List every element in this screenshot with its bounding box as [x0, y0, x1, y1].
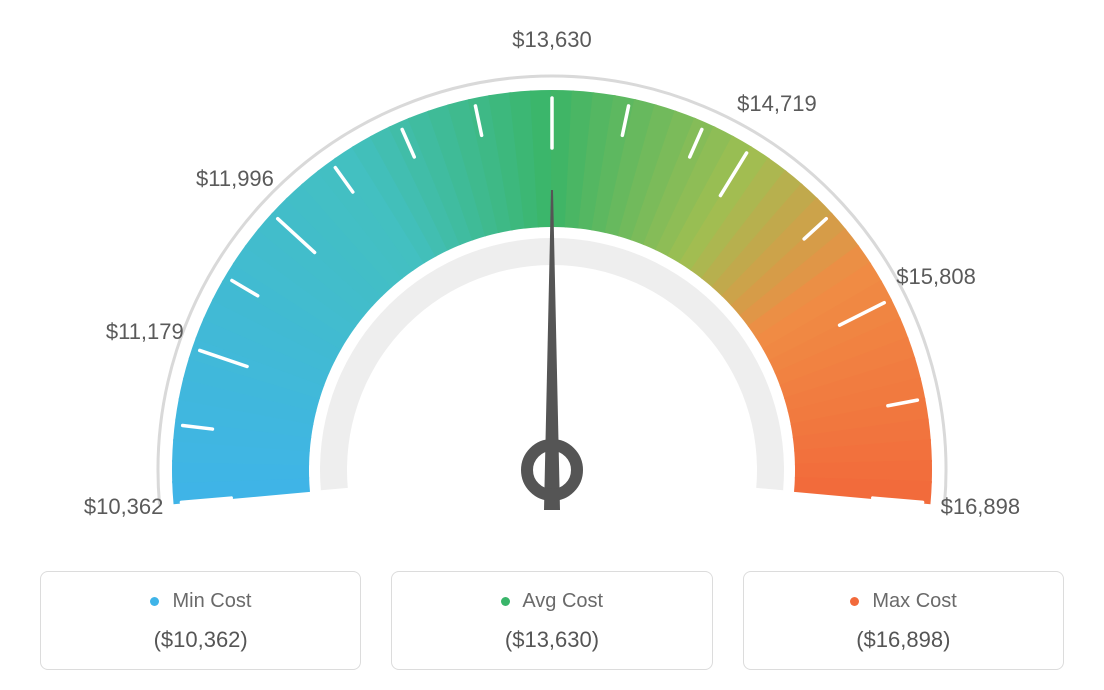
gauge-tick-label: $10,362 [84, 494, 164, 520]
gauge-tick-label: $15,808 [896, 264, 976, 290]
summary-cards: Min Cost ($10,362) Avg Cost ($13,630) Ma… [40, 571, 1064, 670]
gauge-tick-label: $14,719 [737, 91, 817, 117]
max-cost-value: ($16,898) [754, 627, 1053, 653]
avg-dot-icon [501, 597, 510, 606]
min-cost-title-text: Min Cost [172, 590, 251, 612]
min-cost-title: Min Cost [51, 590, 350, 613]
avg-cost-title: Avg Cost [402, 590, 701, 613]
max-cost-title: Max Cost [754, 590, 1053, 613]
avg-cost-title-text: Avg Cost [522, 590, 603, 612]
min-cost-value: ($10,362) [51, 627, 350, 653]
min-cost-card: Min Cost ($10,362) [40, 571, 361, 670]
max-cost-card: Max Cost ($16,898) [743, 571, 1064, 670]
avg-cost-card: Avg Cost ($13,630) [391, 571, 712, 670]
gauge-tick-label: $11,179 [106, 319, 184, 345]
avg-cost-value: ($13,630) [402, 627, 701, 653]
gauge-chart-container: $10,362 $11,179 $11,996 $13,630 $14,719 $15,8… [0, 0, 1104, 690]
min-dot-icon [150, 597, 159, 606]
gauge-tick-label: $13,630 [512, 27, 592, 53]
max-cost-title-text: Max Cost [872, 590, 956, 612]
gauge-area: $10,362 $11,179 $11,996 $13,630 $14,719 $15,8… [0, 0, 1104, 540]
gauge-tick-label: $11,996 [196, 166, 274, 192]
max-dot-icon [850, 597, 859, 606]
gauge-tick-label: $16,898 [941, 494, 1021, 520]
gauge-needle [544, 190, 560, 510]
